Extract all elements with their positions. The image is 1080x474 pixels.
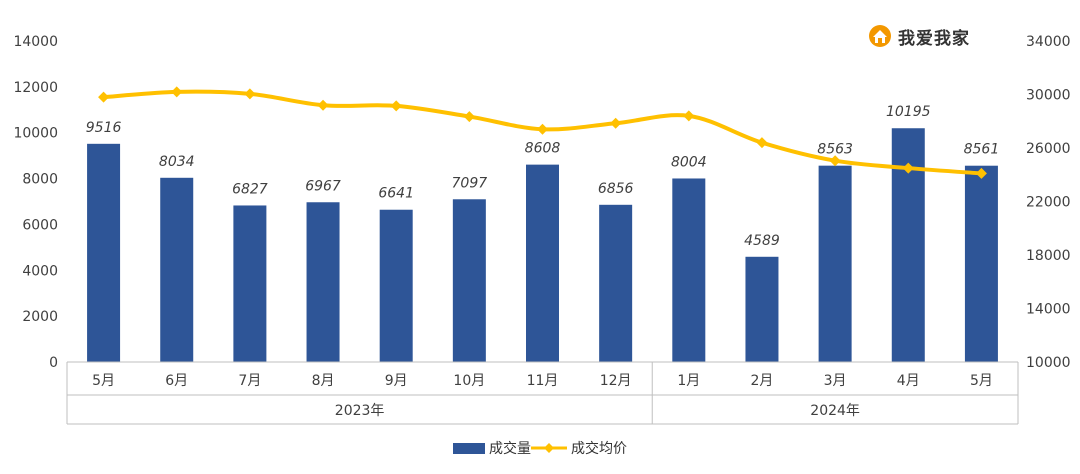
y-left-tick-label: 8000	[22, 172, 58, 188]
legend-item-volume: 成交量	[453, 438, 531, 458]
x-tick-label: 6月	[165, 373, 188, 389]
bar-data-label: 7097	[452, 175, 488, 191]
house-logo-icon	[869, 25, 891, 47]
bar-series	[87, 128, 998, 362]
x-tick-label: 4月	[897, 373, 920, 389]
price-marker	[98, 91, 110, 103]
x-tick-label: 5月	[92, 373, 115, 389]
x-group-label: 2024年	[810, 403, 860, 419]
y-right-tick-label: 22000	[1026, 195, 1071, 211]
y-left-tick-label: 10000	[13, 126, 58, 142]
bar-volume	[306, 202, 340, 362]
price-marker	[390, 100, 402, 112]
bar-volume	[160, 177, 194, 362]
x-tick-label: 11月	[527, 373, 559, 389]
y-left-tick-label: 2000	[22, 309, 58, 325]
bar-volume	[233, 205, 267, 362]
legend-bar-swatch	[453, 442, 485, 454]
bar-volume	[526, 164, 559, 362]
bar-data-label: 6967	[305, 178, 341, 194]
y-right-tick-label: 30000	[1026, 88, 1071, 104]
legend: 成交量 成交均价	[0, 438, 1080, 458]
x-tick-label: 8月	[312, 373, 335, 389]
y-left-tick-label: 14000	[13, 34, 58, 50]
bar-volume	[964, 165, 998, 362]
bar-volume	[379, 209, 413, 362]
x-tick-label: 1月	[677, 373, 700, 389]
price-marker	[463, 111, 475, 123]
bar-volume	[672, 178, 706, 362]
y-right-tick-label: 10000	[1026, 355, 1071, 371]
bar-volume	[818, 165, 852, 362]
price-marker	[244, 88, 256, 100]
y-left-tick-label: 0	[49, 355, 58, 371]
price-marker	[975, 167, 987, 179]
bar-data-label: 6856	[598, 181, 634, 197]
bar-data-label: 8004	[671, 154, 707, 170]
x-tick-label: 12月	[600, 373, 632, 389]
bar-volume	[452, 199, 486, 362]
x-tick-label: 3月	[824, 373, 847, 389]
line-series	[98, 86, 987, 179]
bar-data-label: 6827	[232, 181, 268, 197]
y-left-tick-label: 4000	[22, 263, 58, 279]
bar-data-label: 6641	[378, 186, 414, 202]
bar-data-label: 8563	[817, 142, 853, 158]
x-tick-label: 10月	[453, 373, 485, 389]
bar-data-label: 8034	[159, 154, 195, 170]
x-group-label: 2023年	[335, 403, 385, 419]
data-labels: 9516 8034 6827 6967 6641 7097 8608 6856 8004 4589…	[86, 104, 999, 249]
brand-name: 我爱我家	[898, 28, 970, 49]
legend-label-price: 成交均价	[571, 441, 627, 457]
price-marker	[829, 155, 841, 167]
axes: 0 2000 4000 6000 8000 10000 12000 14000 10000 140…	[13, 34, 1070, 371]
bar-volume	[599, 204, 633, 362]
y-right-tick-label: 34000	[1026, 34, 1071, 50]
legend-item-price: 成交均价	[531, 438, 627, 458]
legend-line-swatch	[531, 443, 567, 453]
price-marker	[756, 137, 768, 149]
bar-volume	[87, 143, 121, 362]
x-tick-label: 5月	[970, 373, 993, 389]
x-tick-label: 9月	[385, 373, 408, 389]
price-marker	[171, 86, 183, 98]
price-marker	[317, 99, 329, 111]
bar-data-label: 4589	[744, 233, 780, 249]
y-left-tick-label: 12000	[13, 80, 58, 96]
x-axis: 5月 6月 7月 8月 9月 10月 11月 12月 1月 2月 3月 4月 5月 2023年 2024年	[66, 361, 1019, 425]
bar-data-label: 8608	[525, 141, 561, 157]
y-left-tick-label: 6000	[22, 217, 58, 233]
y-right-tick-label: 18000	[1026, 248, 1071, 264]
x-tick-label: 2月	[751, 373, 774, 389]
y-right-tick-label: 14000	[1026, 302, 1071, 318]
legend-label-volume: 成交量	[489, 441, 531, 457]
bar-data-label: 10195	[886, 104, 931, 120]
price-marker	[683, 110, 695, 122]
bar-data-label: 9516	[86, 120, 122, 136]
bar-volume	[745, 256, 779, 362]
bar-data-label: 8561	[964, 142, 1000, 158]
y-right-tick-label: 26000	[1026, 141, 1071, 157]
brand-logo: 我爱我家	[868, 22, 970, 50]
price-marker	[902, 162, 914, 174]
x-tick-label: 7月	[238, 373, 261, 389]
price-marker	[610, 117, 622, 129]
price-marker	[537, 123, 548, 135]
